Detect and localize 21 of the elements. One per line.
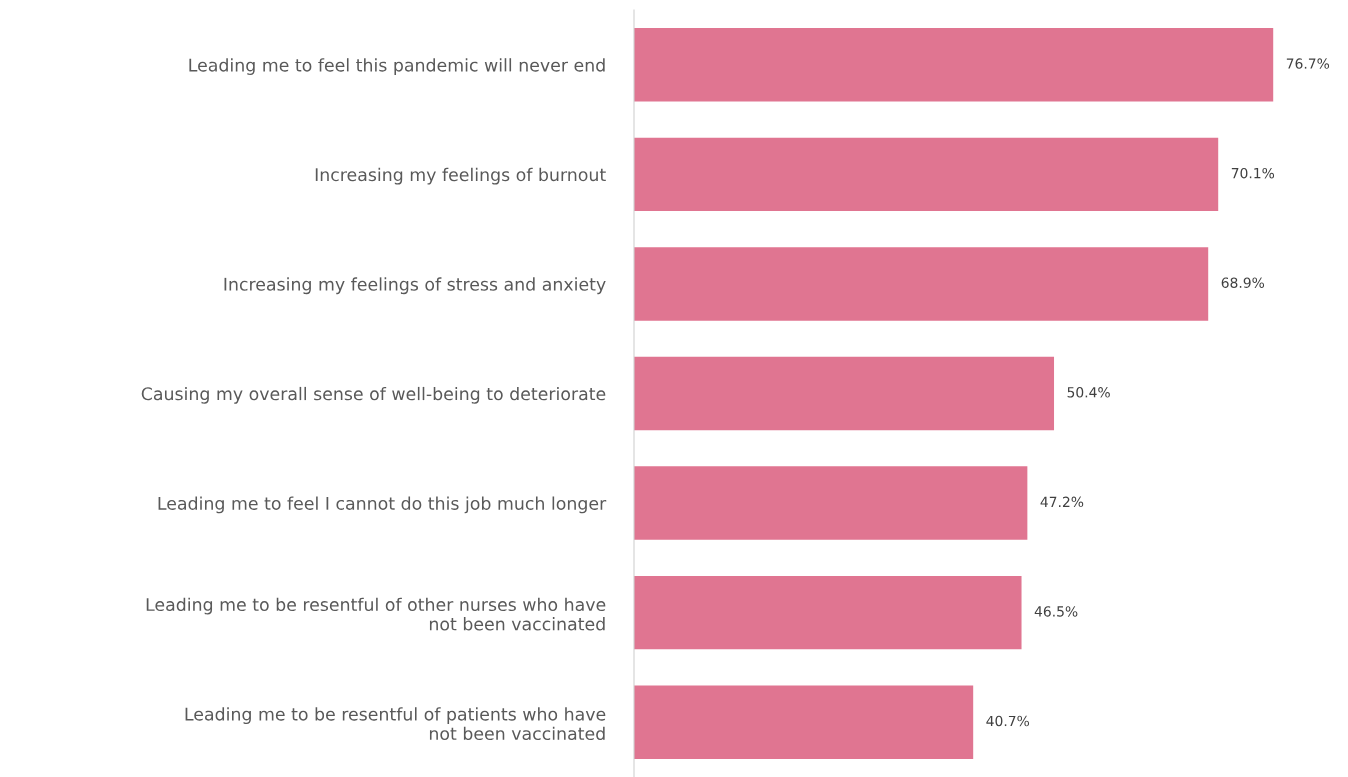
y-tick-label: Leading me to feel I cannot do this job much longer — [158, 496, 607, 514]
bar — [634, 685, 974, 759]
bar — [634, 356, 1055, 431]
y-tick-label: Increasing my feelings of stress and anxiety — [224, 277, 606, 295]
data-label: 68.9% — [1221, 277, 1265, 288]
data-label: 46.5% — [1034, 606, 1078, 617]
y-tick-label: Leading me to be resentful of other nurses who have not been vaccinated — [146, 597, 606, 631]
bar — [634, 466, 1028, 540]
bar — [634, 575, 1022, 650]
data-label: 47.2% — [1040, 496, 1084, 508]
data-label: 40.7% — [986, 715, 1030, 727]
bar — [634, 28, 1274, 102]
data-label: 70.1% — [1231, 167, 1275, 179]
y-tick-label: Increasing my feelings of burnout — [315, 167, 606, 185]
data-label: 50.4% — [1067, 387, 1110, 398]
y-tick-label: Causing my overall sense of well-being to deteriorate — [141, 386, 606, 404]
bar — [634, 247, 1209, 321]
data-label: 76.7% — [1286, 58, 1330, 69]
y-tick-label: Leading me to feel this pandemic will never end — [189, 58, 605, 75]
bar — [634, 137, 1219, 212]
y-tick-label: Leading me to be resentful of patients who have not been vaccinated — [185, 707, 606, 741]
